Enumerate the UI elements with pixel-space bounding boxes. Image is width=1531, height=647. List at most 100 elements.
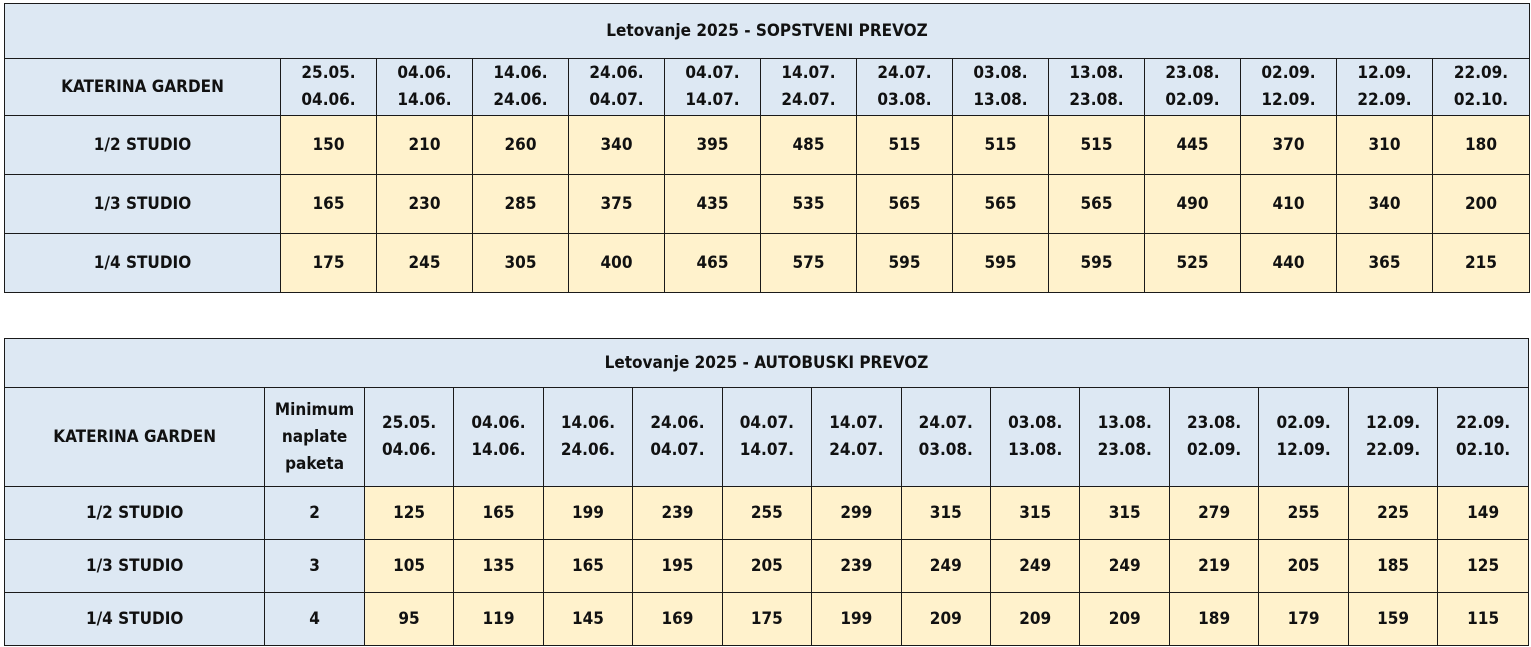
period-start: 14.06. bbox=[560, 413, 616, 433]
period-header: 22.09. 02.10. bbox=[1437, 387, 1529, 487]
period-header: 13.08. 23.08. bbox=[1079, 387, 1170, 487]
period-header: 24.07. 03.08. bbox=[856, 58, 953, 116]
price-cell: 525 bbox=[1144, 233, 1241, 293]
room-type: 1/4 STUDIO bbox=[4, 233, 281, 293]
price-cell: 165 bbox=[542, 539, 634, 593]
price-cell: 245 bbox=[376, 233, 473, 293]
period-header: 24.06. 04.07. bbox=[632, 387, 723, 487]
price-cell: 209 bbox=[900, 592, 992, 646]
min-header-line: Minimum bbox=[274, 399, 355, 420]
price-cell: 249 bbox=[989, 539, 1081, 593]
price-cell: 565 bbox=[1048, 174, 1145, 234]
price-cell: 565 bbox=[952, 174, 1049, 234]
price-cell: 365 bbox=[1336, 233, 1433, 293]
period-header: 25.05. 04.06. bbox=[280, 58, 377, 116]
period-end: 13.08. bbox=[973, 90, 1028, 110]
table-row: 1/3 STUDIO 165 230 285 375 435 535 565 5… bbox=[4, 174, 1531, 234]
period-end: 24.07. bbox=[829, 440, 884, 460]
period-end: 22.09. bbox=[1357, 90, 1412, 110]
min-header-line: paketa bbox=[285, 453, 345, 474]
period-header: 02.09. 12.09. bbox=[1258, 387, 1349, 487]
price-cell: 370 bbox=[1240, 115, 1337, 175]
price-cell: 515 bbox=[1048, 115, 1145, 175]
period-end: 23.08. bbox=[1069, 90, 1124, 110]
period-start: 23.08. bbox=[1187, 413, 1242, 433]
period-start: 03.08. bbox=[1008, 413, 1063, 433]
period-start: 04.07. bbox=[739, 413, 794, 433]
period-start: 25.05. bbox=[381, 413, 437, 433]
period-start: 12.09. bbox=[1357, 63, 1412, 83]
period-end: 02.09. bbox=[1165, 90, 1220, 110]
period-start: 12.09. bbox=[1365, 413, 1421, 433]
period-start: 02.09. bbox=[1276, 413, 1331, 433]
period-end: 23.08. bbox=[1097, 440, 1152, 460]
minimum-payment: 3 bbox=[264, 539, 365, 593]
hotel-name: KATERINA GARDEN bbox=[3, 387, 266, 487]
period-header: 12.09. 22.09. bbox=[1347, 387, 1439, 487]
price-table-bus-transport: Letovanje 2025 - AUTOBUSKI PREVOZ KATERI… bbox=[3, 338, 1529, 646]
price-cell: 150 bbox=[280, 115, 377, 175]
price-cell: 375 bbox=[568, 174, 665, 234]
price-cell: 215 bbox=[1431, 233, 1531, 293]
price-cell: 125 bbox=[1437, 539, 1529, 593]
price-cell: 145 bbox=[542, 592, 634, 646]
minimum-payment: 4 bbox=[264, 592, 365, 646]
table-row: 1/4 STUDIO 175 245 305 400 465 575 595 5… bbox=[4, 233, 1531, 293]
price-cell: 465 bbox=[664, 233, 761, 293]
period-start: 14.07. bbox=[781, 63, 836, 83]
table-title: Letovanje 2025 - AUTOBUSKI PREVOZ bbox=[4, 338, 1529, 388]
price-cell: 199 bbox=[542, 486, 634, 540]
period-header: 03.08. 13.08. bbox=[989, 387, 1081, 487]
price-cell: 285 bbox=[472, 174, 569, 234]
period-header: 22.09. 02.10. bbox=[1431, 58, 1531, 116]
price-cell: 239 bbox=[632, 486, 723, 540]
period-header: 14.07. 24.07. bbox=[760, 58, 857, 116]
period-end: 14.06. bbox=[471, 440, 526, 460]
price-cell: 340 bbox=[568, 115, 665, 175]
period-end: 14.07. bbox=[739, 440, 794, 460]
period-end: 24.06. bbox=[493, 90, 548, 110]
table-title: Letovanje 2025 - SOPSTVENI PREVOZ bbox=[3, 3, 1531, 59]
period-end: 02.09. bbox=[1187, 440, 1242, 460]
period-start: 14.06. bbox=[493, 63, 548, 83]
period-start: 13.08. bbox=[1097, 413, 1152, 433]
period-header: 23.08. 02.09. bbox=[1168, 387, 1260, 487]
period-end: 04.07. bbox=[589, 90, 644, 110]
price-cell: 260 bbox=[472, 115, 569, 175]
period-end: 02.10. bbox=[1453, 90, 1509, 110]
period-end: 14.06. bbox=[397, 90, 452, 110]
period-header: 02.09. 12.09. bbox=[1240, 58, 1337, 116]
period-end: 04.06. bbox=[301, 90, 356, 110]
room-type: 1/3 STUDIO bbox=[3, 539, 266, 593]
period-header: 24.07. 03.08. bbox=[900, 387, 992, 487]
min-header-line: naplate bbox=[281, 426, 348, 447]
price-cell: 209 bbox=[989, 592, 1081, 646]
price-cell: 400 bbox=[568, 233, 665, 293]
price-cell: 115 bbox=[1437, 592, 1529, 646]
price-cell: 255 bbox=[721, 486, 813, 540]
price-cell: 175 bbox=[721, 592, 813, 646]
price-cell: 105 bbox=[363, 539, 455, 593]
minimum-payment-header: Minimum naplate paketa bbox=[264, 387, 365, 487]
period-end: 12.09. bbox=[1276, 440, 1331, 460]
period-header: 04.07. 14.07. bbox=[721, 387, 813, 487]
period-header: 25.05. 04.06. bbox=[363, 387, 455, 487]
price-cell: 575 bbox=[760, 233, 857, 293]
hotel-name: KATERINA GARDEN bbox=[4, 58, 281, 116]
price-cell: 165 bbox=[453, 486, 544, 540]
period-header: 13.08. 23.08. bbox=[1048, 58, 1145, 116]
price-cell: 255 bbox=[1258, 486, 1349, 540]
period-start: 04.06. bbox=[471, 413, 526, 433]
price-cell: 340 bbox=[1336, 174, 1433, 234]
price-cell: 230 bbox=[376, 174, 473, 234]
price-cell: 305 bbox=[472, 233, 569, 293]
price-cell: 135 bbox=[453, 539, 544, 593]
price-cell: 205 bbox=[1258, 539, 1349, 593]
period-end: 04.06. bbox=[381, 440, 437, 460]
period-header: 04.06. 14.06. bbox=[376, 58, 473, 116]
period-header: 14.07. 24.07. bbox=[811, 387, 902, 487]
period-start: 24.07. bbox=[877, 63, 932, 83]
price-cell: 159 bbox=[1347, 592, 1439, 646]
price-cell: 149 bbox=[1437, 486, 1529, 540]
room-type: 1/4 STUDIO bbox=[3, 592, 266, 646]
